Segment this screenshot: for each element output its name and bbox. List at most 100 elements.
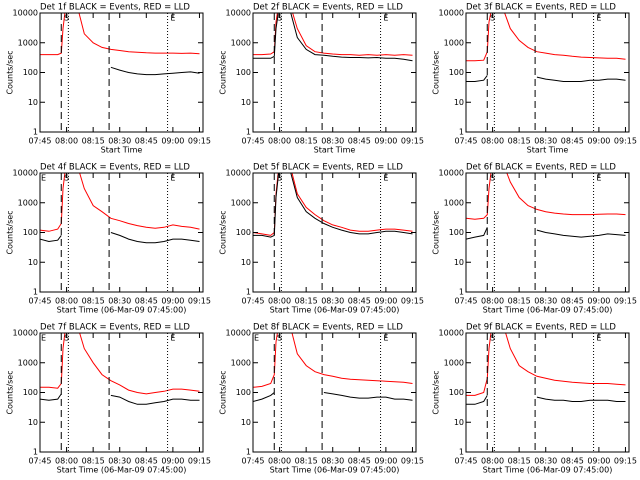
x-tick-label: 08:45 [135,297,158,306]
chart-title: Det 4f BLACK = Events, RED = LLD [40,163,190,173]
x-tick-label: 08:15 [82,457,105,466]
panel: SE11010010001000007:4508:0008:1508:3008:… [432,163,637,315]
chart-title: Det 8f BLACK = Events, RED = LLD [253,323,403,333]
y-tick-label: 10000 [226,329,251,338]
y-axis-label: Counts/sec [6,370,15,414]
x-tick-label: 09:15 [188,457,211,466]
x-tick-label: 08:30 [534,457,557,466]
series-line [253,13,413,62]
x-tick-label: 07:45 [28,137,51,146]
panel: ESE11010010001000007:4508:0008:1508:3008… [219,323,424,475]
y-tick-label: 10 [241,98,251,107]
x-tick-label: 07:45 [28,457,51,466]
panel: SE11010010001000007:4508:0008:1508:3008:… [219,3,424,155]
x-tick-label: 08:30 [534,137,557,146]
x-tick-label: 09:15 [401,457,424,466]
y-tick-label: 1 [459,448,464,457]
x-tick-label: 08:00 [481,137,504,146]
panel: ESE11010010001000007:4508:0008:1508:3008… [6,163,211,315]
x-tick-label: 08:45 [348,457,371,466]
panel: SE11010010001000007:4508:0008:1508:3008:… [432,3,637,155]
chart-title: Det 2f BLACK = Events, RED = LLD [253,3,403,13]
x-tick-label: 08:00 [481,457,504,466]
x-tick-label: 08:15 [295,137,318,146]
x-axis-label: Start Time (06-Mar-09 07:45:00) [483,466,613,475]
x-tick-label: 08:15 [508,457,531,466]
x-tick-label: 08:15 [295,297,318,306]
plot-area [40,173,200,244]
y-tick-label: 10 [28,98,38,107]
y-tick-label: 1 [459,128,464,137]
y-tick-label: 100 [236,388,251,397]
x-axis-label: Start Time (06-Mar-09 07:45:00) [483,306,613,315]
annotation: E [254,334,259,343]
y-tick-label: 100 [236,228,251,237]
x-axis-label: Start Time (06-Mar-09 07:45:00) [270,306,400,315]
x-tick-label: 08:30 [321,457,344,466]
panel: SE11010010001000007:4508:0008:1508:3008:… [6,3,211,155]
x-tick-label: 08:15 [82,137,105,146]
series-line [110,66,200,76]
y-tick-label: 1 [246,448,251,457]
series-line [466,333,626,396]
x-tick-label: 09:15 [401,137,424,146]
y-tick-label: 1 [33,448,38,457]
x-tick-label: 08:30 [108,297,131,306]
y-tick-label: 10000 [13,329,38,338]
x-tick-label: 07:45 [28,297,51,306]
x-tick-label: 09:15 [188,137,211,146]
y-tick-label: 1000 [18,198,38,207]
y-axis-label: Counts/sec [219,50,228,94]
x-tick-label: 08:30 [321,297,344,306]
plot-area [253,173,413,238]
series-line [253,173,413,238]
x-tick-label: 09:15 [614,137,637,146]
annotation: E [41,174,46,183]
y-axis-label: Counts/sec [6,50,15,94]
x-tick-label: 08:45 [348,297,371,306]
y-tick-label: 10 [241,418,251,427]
panel: SE11010010001000007:4508:0008:1508:3008:… [219,163,424,315]
x-axis-label: Start Time (06-Mar-09 07:45:00) [57,306,187,315]
x-tick-label: 09:15 [401,297,424,306]
series-line [253,333,413,388]
y-tick-label: 100 [236,68,251,77]
panel: ESE11010010001000007:4508:0008:1508:3008… [6,323,211,475]
series-line [40,333,200,395]
plot-area [466,173,626,240]
series-line [466,227,626,240]
x-tick-label: 08:00 [55,457,78,466]
x-axis-label: Start Time [527,146,569,155]
y-tick-label: 10000 [226,169,251,178]
x-tick-label: 08:15 [295,457,318,466]
y-tick-label: 10000 [226,9,251,18]
y-tick-label: 1000 [18,358,38,367]
x-axis-label: Start Time (06-Mar-09 07:45:00) [57,466,187,475]
chart-title: Det 6f BLACK = Events, RED = LLD [466,163,616,173]
chart-title: Det 9f BLACK = Events, RED = LLD [466,323,616,333]
x-tick-label: 07:45 [241,457,264,466]
y-axis-label: Counts/sec [432,210,441,254]
x-tick-label: 08:45 [561,457,584,466]
y-tick-label: 100 [449,68,464,77]
x-tick-label: 08:45 [561,137,584,146]
y-tick-label: 10000 [439,9,464,18]
y-axis-label: Counts/sec [432,370,441,414]
y-tick-label: 1 [246,128,251,137]
x-tick-label: 08:00 [481,297,504,306]
y-tick-label: 1000 [231,38,251,47]
x-tick-label: 08:30 [108,137,131,146]
y-tick-label: 100 [23,68,38,77]
plot-area [40,13,200,76]
plot-area [40,333,200,405]
y-tick-label: 10000 [13,169,38,178]
y-tick-label: 10 [454,418,464,427]
chart-title: Det 7f BLACK = Events, RED = LLD [40,323,190,333]
y-axis-label: Counts/sec [6,210,15,254]
x-tick-label: 08:00 [55,137,78,146]
series-line [466,173,626,220]
x-axis-label: Start Time (06-Mar-09 07:45:00) [270,466,400,475]
y-tick-label: 1 [33,128,38,137]
y-tick-label: 10 [28,258,38,267]
